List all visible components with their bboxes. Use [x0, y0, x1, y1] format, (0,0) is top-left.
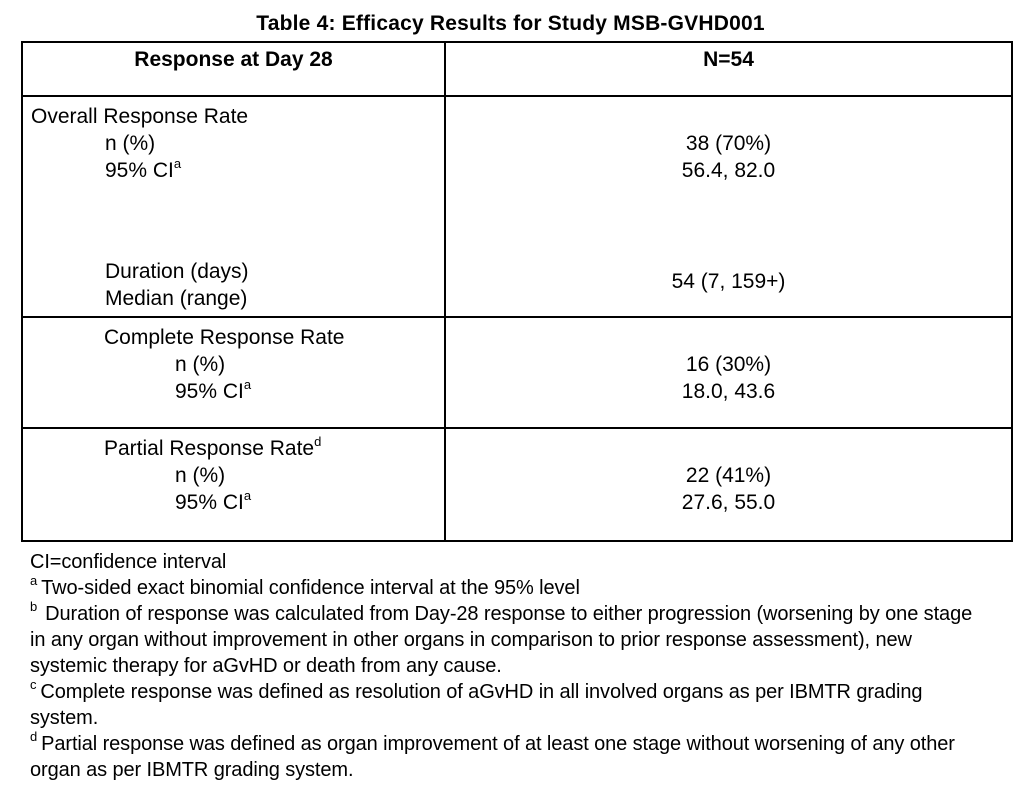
- partial-ci-label: 95% CIa: [23, 489, 444, 516]
- spacer: [446, 103, 1011, 130]
- footnote-d-marker: d: [30, 729, 38, 745]
- footnote-marker-a: a: [243, 377, 252, 392]
- partial-response-row: Partial Response Rated n (%) 95% CIa 22 …: [21, 427, 1013, 542]
- footnote-a-marker: a: [30, 573, 38, 589]
- complete-ci-label: 95% CIa: [23, 378, 444, 405]
- overall-n-percent-label: n (%): [105, 132, 156, 155]
- spacer: [446, 435, 1011, 462]
- overall-response-value-cell: 38 (70%) 56.4, 82.0 54 (7, 159+): [444, 95, 1013, 318]
- footnote-c-marker: c: [30, 677, 37, 693]
- footnote-b: b Duration of response was calculated fro…: [30, 599, 988, 679]
- footnote-marker-d: d: [314, 434, 322, 449]
- footnote-ci-definition: CI=confidence interval: [30, 551, 227, 573]
- footnote-marker-a: a: [243, 488, 252, 503]
- overall-ci-label-text: 95% CI: [105, 159, 174, 182]
- duration-median-value: 54 (7, 159+): [671, 270, 786, 293]
- overall-ci-label: 95% CIa: [23, 157, 444, 184]
- median-range-label: Median (range): [105, 287, 248, 310]
- complete-response-label-cell: Complete Response Rate n (%) 95% CIa: [21, 316, 446, 429]
- partial-response-label-cell: Partial Response Rated n (%) 95% CIa: [21, 427, 446, 542]
- spacer: [446, 184, 1011, 268]
- partial-ci-label-text: 95% CI: [175, 491, 244, 514]
- partial-n-percent-label: n (%): [175, 464, 226, 487]
- table-title: Table 4: Efficacy Results for Study MSB-…: [256, 12, 765, 35]
- overall-response-row: Overall Response Rate n (%) 95% CIa Dura…: [21, 95, 1013, 318]
- footnotes-block: CI=confidence interval a Two-sided exact …: [30, 549, 988, 783]
- complete-response-row: Complete Response Rate n (%) 95% CIa 16 …: [21, 316, 1013, 429]
- overall-n-percent-value: 38 (70%): [685, 132, 772, 155]
- partial-n-percent-value: 22 (41%): [685, 464, 772, 487]
- footnote-b-marker: b: [30, 599, 38, 615]
- partial-ci-value: 27.6, 55.0: [681, 491, 776, 514]
- footnote-b-text: Duration of response was calculated from…: [30, 603, 973, 677]
- complete-response-rate-label: Complete Response Rate: [104, 326, 345, 349]
- complete-response-value-cell: 16 (30%) 18.0, 43.6: [444, 316, 1013, 429]
- partial-response-rate-label-text: Partial Response Rate: [104, 437, 315, 460]
- footnote-c-text: Complete response was defined as resolut…: [30, 681, 923, 729]
- footnote-marker-a: a: [173, 156, 182, 171]
- footnote-a-text: Two-sided exact binomial confidence inte…: [41, 577, 580, 599]
- footnote-d: d Partial response was defined as organ i…: [30, 729, 988, 783]
- overall-response-rate-label: Overall Response Rate: [31, 105, 249, 128]
- spacer: [23, 184, 444, 258]
- duration-days-label: Duration (days): [105, 260, 249, 283]
- overall-response-label-cell: Overall Response Rate n (%) 95% CIa Dura…: [21, 95, 446, 318]
- spacer: [446, 324, 1011, 351]
- footnote-a: a Two-sided exact binomial confidence int…: [30, 573, 988, 601]
- footnote-d-text: Partial response was defined as organ im…: [30, 733, 955, 781]
- header-n-54: N=54: [444, 41, 1013, 97]
- table-header-row: Response at Day 28 N=54: [21, 41, 1013, 97]
- complete-ci-label-text: 95% CI: [175, 380, 244, 403]
- partial-response-value-cell: 22 (41%) 27.6, 55.0: [444, 427, 1013, 542]
- footnote-c: c Complete response was defined as resolu…: [30, 677, 988, 731]
- complete-ci-value: 18.0, 43.6: [681, 380, 776, 403]
- efficacy-results-table: Response at Day 28 N=54 Overall Response…: [21, 41, 1013, 542]
- overall-ci-value: 56.4, 82.0: [681, 159, 776, 182]
- partial-response-rate-label: Partial Response Rated: [23, 435, 444, 462]
- header-response-at-day-28: Response at Day 28: [21, 41, 446, 97]
- complete-n-percent-label: n (%): [175, 353, 226, 376]
- complete-n-percent-value: 16 (30%): [685, 353, 772, 376]
